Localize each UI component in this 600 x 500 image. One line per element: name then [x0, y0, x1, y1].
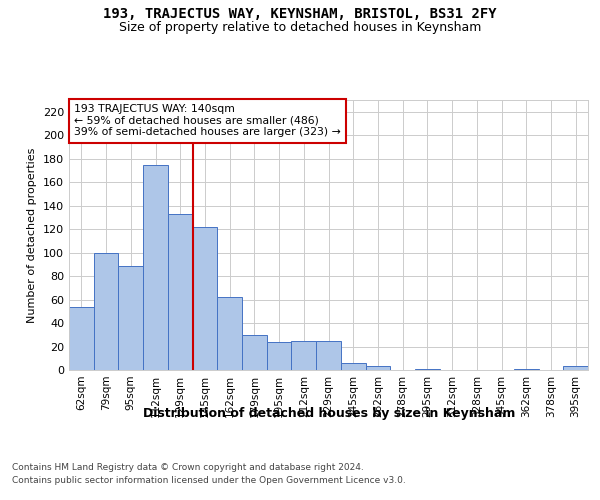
Text: Contains HM Land Registry data © Crown copyright and database right 2024.: Contains HM Land Registry data © Crown c…	[12, 462, 364, 471]
Bar	[316, 340, 341, 370]
Text: Contains public sector information licensed under the Open Government Licence v3: Contains public sector information licen…	[12, 476, 406, 485]
Bar	[365, 366, 390, 370]
Bar	[292, 340, 316, 370]
Text: Size of property relative to detached houses in Keynsham: Size of property relative to detached ho…	[119, 21, 481, 34]
Text: 193 TRAJECTUS WAY: 140sqm
← 59% of detached houses are smaller (486)
39% of semi: 193 TRAJECTUS WAY: 140sqm ← 59% of detac…	[74, 104, 341, 137]
Bar	[217, 297, 242, 370]
Bar	[69, 306, 94, 370]
Bar	[563, 366, 588, 370]
Bar	[341, 363, 365, 370]
Bar	[415, 369, 440, 370]
Bar	[242, 335, 267, 370]
Bar	[514, 369, 539, 370]
Bar	[193, 227, 217, 370]
Text: 193, TRAJECTUS WAY, KEYNSHAM, BRISTOL, BS31 2FY: 193, TRAJECTUS WAY, KEYNSHAM, BRISTOL, B…	[103, 8, 497, 22]
Y-axis label: Number of detached properties: Number of detached properties	[28, 148, 37, 322]
Bar	[143, 164, 168, 370]
Text: Distribution of detached houses by size in Keynsham: Distribution of detached houses by size …	[143, 408, 515, 420]
Bar	[118, 266, 143, 370]
Bar	[267, 342, 292, 370]
Bar	[94, 252, 118, 370]
Bar	[168, 214, 193, 370]
